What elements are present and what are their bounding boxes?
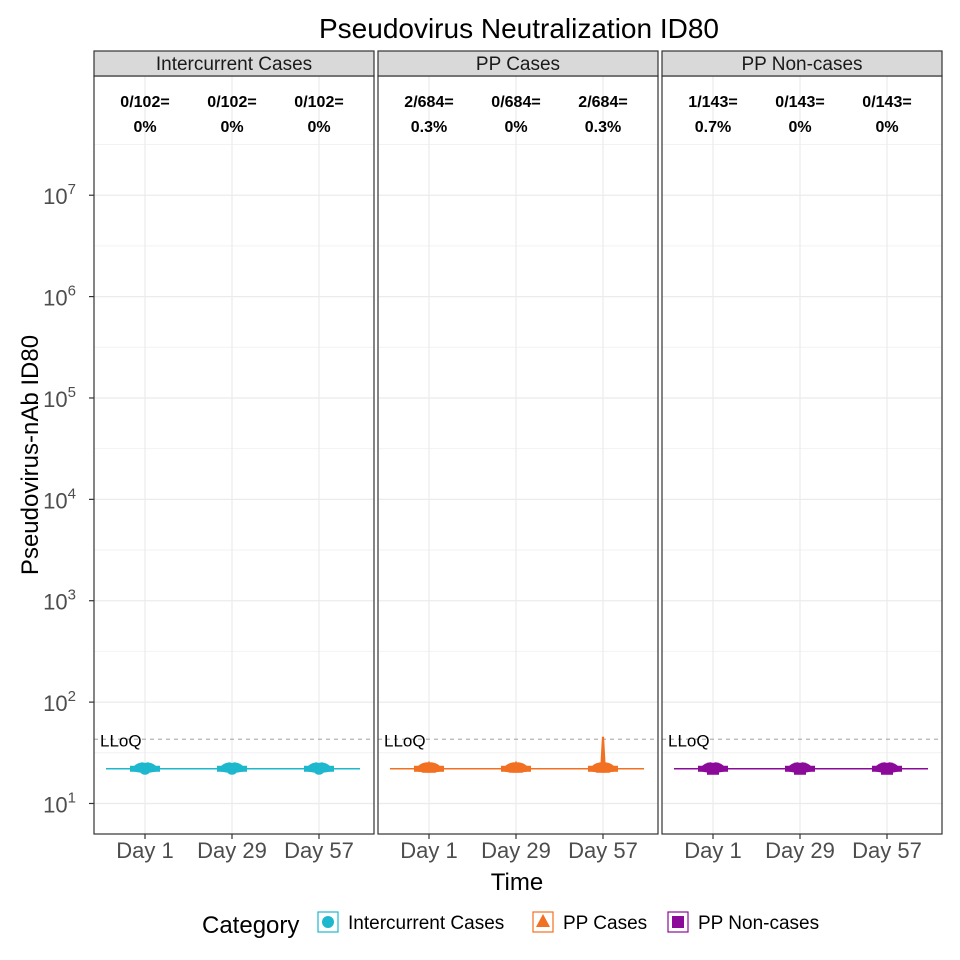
median-point (794, 762, 806, 775)
facet-strip (93, 50, 375, 77)
median-point (422, 760, 436, 773)
lloq-label: LLoQ (384, 731, 426, 750)
response-rate-count: 0/684= (491, 94, 540, 111)
y-tick-exponent: 5 (68, 384, 76, 401)
legend-label: PP Cases (563, 913, 647, 934)
y-tick-exponent: 6 (68, 283, 76, 300)
legend-item-3: PP Non-cases (667, 911, 819, 934)
facet-panel-2: LLoQ 2/684= 0.3% Day 1 0/684= 0% Day 29 2/684= 0… (377, 50, 659, 863)
y-tick-base: 10 (43, 590, 67, 615)
lloq-label: LLoQ (100, 731, 142, 750)
facet-strip-label: Intercurrent Cases (156, 54, 312, 75)
response-rate-percent: 0% (504, 119, 527, 136)
facet-strip-label: PP Cases (476, 54, 560, 75)
panel-background (662, 76, 942, 834)
median-point (139, 762, 151, 775)
response-rate-count: 1/143= (688, 94, 737, 111)
x-tick-label: Day 1 (116, 838, 173, 863)
y-tick-exponent: 3 (68, 587, 76, 604)
y-tick-exponent: 7 (68, 181, 76, 198)
y-tick-exponent: 4 (68, 485, 76, 502)
violin-day-29 (501, 760, 531, 773)
response-rate-count: 0/102= (120, 94, 169, 111)
legend-square-icon (672, 916, 684, 928)
x-tick-label: Day 29 (481, 838, 551, 863)
median-point (313, 762, 325, 775)
violin-day-1 (130, 762, 160, 775)
facet-panels: LLoQ 0/102= 0% Day 1 0/102= 0% Day 29 0/102= 0% D… (93, 50, 943, 863)
response-rate-percent: 0% (875, 119, 898, 136)
panel-background (94, 76, 374, 834)
x-tick-label: Day 29 (765, 838, 835, 863)
y-tick-exponent: 1 (68, 789, 76, 806)
legend-label: PP Non-cases (698, 913, 819, 934)
y-tick-label: 105 (43, 384, 76, 412)
y-tick-exponent: 2 (68, 688, 76, 705)
x-tick-label: Day 1 (400, 838, 457, 863)
x-tick-label: Day 57 (284, 838, 354, 863)
median-point (881, 762, 893, 775)
violin-day-1 (414, 760, 444, 773)
median-point (509, 760, 523, 773)
response-rate-percent: 0% (220, 119, 243, 136)
response-rate-count: 0/143= (862, 94, 911, 111)
response-rate-percent: 0% (788, 119, 811, 136)
y-tick-label: 106 (43, 283, 76, 311)
violin-day-57 (304, 762, 334, 775)
response-rate-percent: 0.7% (695, 119, 731, 136)
y-tick-base: 10 (43, 184, 67, 209)
facet-panel-3: LLoQ 1/143= 0.7% Day 1 0/143= 0% Day 29 0/143= 0… (661, 50, 943, 863)
violin-day-57 (872, 762, 902, 775)
violin-day-29 (785, 762, 815, 775)
chart-title: Pseudovirus Neutralization ID80 (319, 13, 719, 44)
legend-label: Intercurrent Cases (348, 913, 504, 934)
lloq-label: LLoQ (668, 731, 710, 750)
legend-circle-icon (322, 916, 334, 928)
x-axis-title: Time (491, 869, 543, 896)
y-axis-title: Pseudovirus-nAb ID80 (17, 335, 44, 575)
y-tick-base: 10 (43, 286, 67, 311)
legend-triangle-icon (536, 914, 550, 927)
median-point (707, 762, 719, 775)
facet-strip (377, 50, 659, 77)
response-rate-count: 2/684= (404, 94, 453, 111)
response-rate-percent: 0.3% (585, 119, 621, 136)
y-tick-base: 10 (43, 387, 67, 412)
response-rate-count: 0/143= (775, 94, 824, 111)
panel-background (378, 76, 658, 834)
y-tick-label: 101 (43, 789, 76, 817)
y-tick-label: 104 (43, 485, 76, 513)
x-tick-label: Day 1 (684, 838, 741, 863)
response-rate-count: 0/102= (207, 94, 256, 111)
legend-title: Category (202, 912, 299, 939)
y-tick-label: 102 (43, 688, 76, 716)
response-rate-percent: 0% (307, 119, 330, 136)
response-rate-count: 0/102= (294, 94, 343, 111)
violin-day-29 (217, 762, 247, 775)
response-rate-percent: 0.3% (411, 119, 447, 136)
y-tick-base: 10 (43, 691, 67, 716)
y-tick-label: 107 (43, 181, 76, 209)
facet-panel-1: LLoQ 0/102= 0% Day 1 0/102= 0% Day 29 0/102= 0% D… (93, 50, 375, 863)
violin-day-1 (698, 762, 728, 775)
response-rate-percent: 0% (133, 119, 156, 136)
y-tick-base: 10 (43, 792, 67, 817)
legend-item-2: PP Cases (532, 911, 647, 934)
y-tick-base: 10 (43, 488, 67, 513)
facet-strip-label: PP Non-cases (741, 54, 862, 75)
legend: Category Intercurrent Cases PP Cases PP No… (202, 911, 819, 939)
facet-strip (661, 50, 943, 77)
x-tick-label: Day 57 (568, 838, 638, 863)
y-tick-label: 103 (43, 587, 76, 615)
x-tick-label: Day 29 (197, 838, 267, 863)
response-rate-count: 2/684= (578, 94, 627, 111)
x-tick-label: Day 57 (852, 838, 922, 863)
median-point (596, 760, 610, 773)
violin-day-57 (588, 736, 618, 773)
median-point (226, 762, 238, 775)
legend-item-1: Intercurrent Cases (317, 911, 504, 934)
